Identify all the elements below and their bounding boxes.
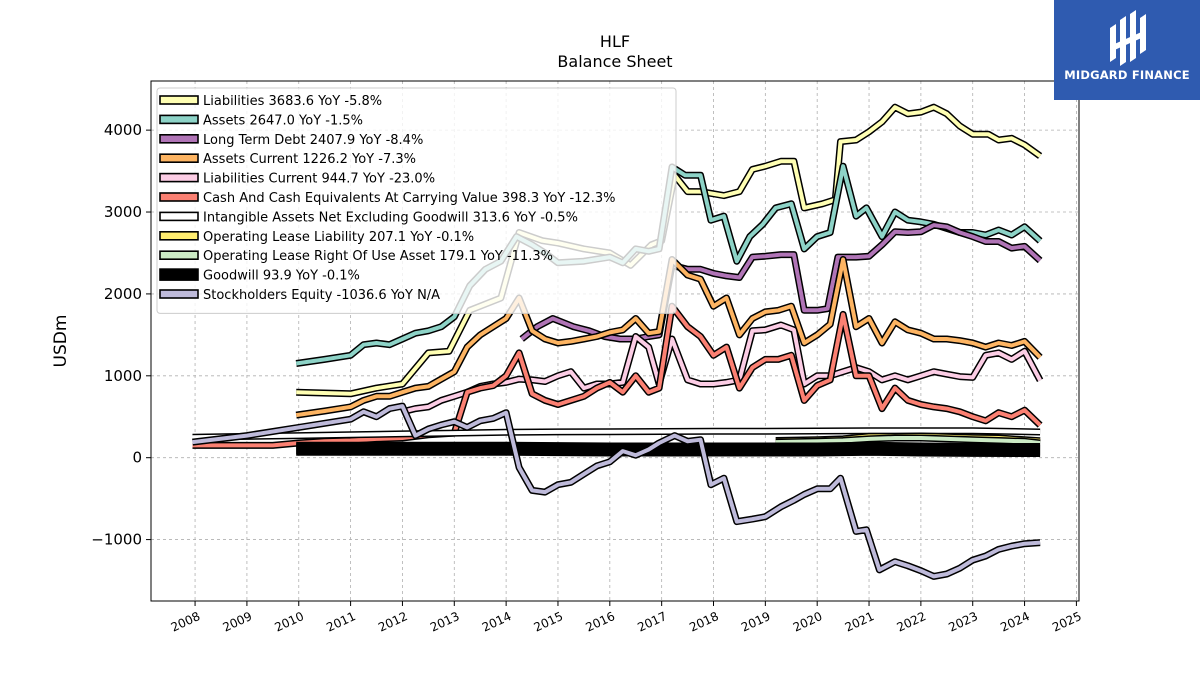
- legend-item: Goodwill 93.9 YoY -0.1%: [159, 268, 360, 284]
- x-tick-label: 2019: [739, 609, 773, 635]
- x-tick-label: 2021: [843, 609, 877, 635]
- series-line: [295, 164, 1042, 366]
- legend-swatch: [159, 114, 199, 125]
- x-tick-label: 2024: [998, 609, 1032, 635]
- series-10: [296, 441, 1041, 457]
- legend-swatch: [159, 153, 199, 163]
- series-3: [519, 221, 1043, 343]
- y-axis-ticks: −1000 0 1000 2000 3000 4000: [91, 121, 151, 549]
- x-tick-label: 2023: [946, 609, 980, 635]
- x-tick-label: 2013: [428, 609, 462, 635]
- x-tick-label: 2020: [791, 609, 825, 635]
- legend-swatch: [159, 231, 199, 241]
- legend-label: Stockholders Equity -1036.6 YoY N/A: [203, 288, 440, 303]
- legend-swatch: [159, 95, 199, 105]
- legend-swatch: [159, 172, 199, 183]
- logo-text: MIDGARD FINANCE: [1064, 68, 1190, 82]
- legend-swatch: [159, 211, 199, 222]
- legend-item: Operating Lease Liability 207.1 YoY -0.1…: [159, 230, 474, 245]
- series-line: [296, 443, 1041, 456]
- series-line: [295, 257, 1042, 418]
- series-11: [192, 402, 1041, 580]
- series-7: [192, 427, 1041, 441]
- legend-item: Liabilities Current 944.7 YoY -23.0%: [159, 172, 435, 187]
- y-tick-label: 4000: [104, 121, 142, 139]
- x-tick-label: 2015: [532, 609, 566, 635]
- series-line: [401, 323, 1042, 414]
- series-5: [401, 321, 1044, 416]
- x-tick-label: 2011: [324, 609, 358, 635]
- x-tick-label: 2016: [583, 609, 617, 635]
- legend-label: Goodwill 93.9 YoY -0.1%: [203, 269, 360, 284]
- legend-label: Cash And Cash Equivalents At Carrying Va…: [203, 191, 615, 206]
- legend-swatch: [159, 134, 199, 144]
- series-9: [775, 434, 1041, 447]
- midgard-logo-mark-icon: [1110, 10, 1146, 66]
- legend-label: Operating Lease Right Of Use Asset 179.1…: [203, 249, 553, 264]
- legend-label: Intangible Assets Net Excluding Goodwill…: [203, 210, 578, 225]
- x-tick-label: 2009: [221, 609, 255, 635]
- y-tick-label: 3000: [104, 203, 142, 221]
- legend-label: Liabilities Current 944.7 YoY -23.0%: [203, 172, 435, 187]
- legend-item: Intangible Assets Net Excluding Goodwill…: [159, 210, 578, 225]
- x-tick-label: 2012: [376, 609, 410, 635]
- legend-item: Stockholders Equity -1036.6 YoY N/A: [159, 288, 440, 303]
- legend-label: Long Term Debt 2407.9 YoY -8.4%: [203, 133, 423, 148]
- plot-frame: [150, 80, 1080, 602]
- x-axis-ticks: 2008 2009 2010 2011 2012 2013 2014 2015 2016 2017…: [169, 601, 1084, 635]
- x-tick-label: 2014: [480, 609, 514, 635]
- legend-item: Cash And Cash Equivalents At Carrying Va…: [159, 191, 615, 206]
- legend-item: Liabilities 3683.6 YoY -5.8%: [159, 94, 382, 109]
- legend-label: Assets 2647.0 YoY -1.5%: [203, 113, 363, 128]
- x-tick-label: 2018: [687, 609, 721, 635]
- legend-box: [156, 87, 677, 314]
- legend-label: Operating Lease Liability 207.1 YoY -0.1…: [203, 230, 474, 245]
- legend: Liabilities 3683.6 YoY -5.8% Assets 2647.…: [156, 87, 677, 314]
- x-tick-label: 2008: [169, 609, 203, 635]
- series-line: [192, 404, 1041, 579]
- y-tick-label: −1000: [91, 531, 142, 549]
- series-line: [520, 223, 1042, 341]
- midgard-finance-logo: MIDGARD FINANCE: [1054, 0, 1200, 100]
- series-line: [775, 436, 1041, 445]
- x-tick-label: 2010: [272, 609, 306, 635]
- legend-swatch: [159, 250, 199, 260]
- y-tick-label: 1000: [104, 367, 142, 385]
- x-tick-label: 2017: [635, 609, 669, 635]
- legend-swatch: [159, 192, 199, 202]
- series-2: [295, 162, 1043, 367]
- y-axis-label: USDm: [51, 315, 71, 368]
- x-tick-label: 2022: [895, 609, 929, 635]
- legend-item: Long Term Debt 2407.9 YoY -8.4%: [159, 133, 423, 148]
- legend-label: Assets Current 1226.2 YoY -7.3%: [203, 152, 416, 167]
- legend-item: Assets Current 1226.2 YoY -7.3%: [159, 152, 416, 167]
- chart-title: HLF: [599, 32, 631, 51]
- series-4: [295, 256, 1043, 419]
- legend-item: Assets 2647.0 YoY -1.5%: [159, 113, 363, 128]
- y-tick-label: 0: [132, 449, 142, 467]
- legend-label: Liabilities 3683.6 YoY -5.8%: [203, 94, 382, 109]
- series-line: [192, 428, 1041, 440]
- x-tick-label: 2025: [1050, 609, 1084, 635]
- legend-swatch: [159, 268, 199, 281]
- chart-subtitle: Balance Sheet: [557, 52, 673, 71]
- legend-swatch: [159, 289, 199, 299]
- y-tick-label: 2000: [104, 285, 142, 303]
- legend-item: Operating Lease Right Of Use Asset 179.1…: [159, 249, 553, 264]
